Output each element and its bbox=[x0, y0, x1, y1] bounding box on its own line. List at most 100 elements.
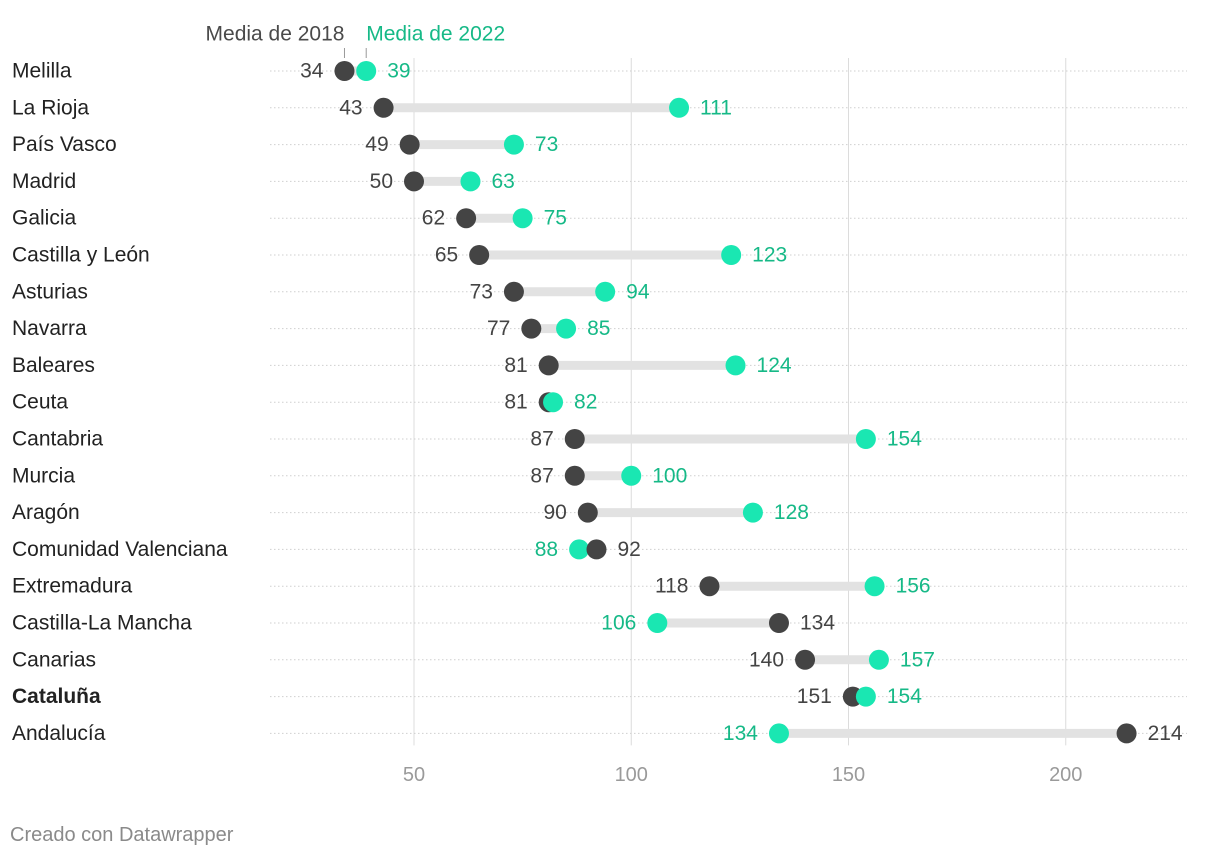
x-tick-label: 100 bbox=[615, 764, 648, 786]
dot-2018 bbox=[586, 539, 607, 560]
value-label-2022: 123 bbox=[752, 244, 787, 267]
value-label-2018: 134 bbox=[800, 612, 835, 635]
value-label-2018: 214 bbox=[1148, 722, 1183, 745]
dot-2022 bbox=[742, 502, 763, 523]
value-label-2018: 50 bbox=[370, 170, 393, 193]
dot-2018 bbox=[404, 171, 424, 192]
dot-2022 bbox=[864, 576, 885, 597]
dot-2018 bbox=[1116, 723, 1137, 744]
dot-2022 bbox=[721, 245, 742, 265]
category-label: Cantabria bbox=[12, 428, 103, 451]
value-label-2018: 81 bbox=[504, 354, 527, 377]
category-label: Cataluña bbox=[12, 685, 101, 708]
dot-2022 bbox=[669, 97, 690, 118]
value-label-2022: 134 bbox=[723, 722, 758, 745]
category-label: País Vasco bbox=[12, 133, 117, 156]
value-label-2022: 75 bbox=[544, 207, 567, 230]
value-label-2022: 157 bbox=[900, 648, 935, 671]
value-label-2018: 62 bbox=[422, 207, 445, 230]
dot-2022 bbox=[647, 613, 668, 633]
category-label: Ceuta bbox=[12, 391, 68, 414]
value-label-2022: 111 bbox=[700, 96, 732, 119]
category-label: Galicia bbox=[12, 207, 77, 230]
dot-2022 bbox=[503, 134, 524, 155]
dot-2018 bbox=[373, 97, 394, 118]
dot-2018 bbox=[577, 502, 598, 523]
value-label-2018: 151 bbox=[797, 685, 832, 708]
value-label-2018: 140 bbox=[749, 648, 784, 671]
category-label: Aragón bbox=[12, 501, 80, 524]
category-label: Asturias bbox=[12, 280, 88, 303]
value-label-2022: 106 bbox=[601, 612, 636, 635]
category-label: Baleares bbox=[12, 354, 95, 377]
value-label-2022: 156 bbox=[896, 575, 931, 598]
category-label: Melilla bbox=[12, 60, 72, 83]
value-label-2018: 77 bbox=[487, 317, 510, 340]
dot-2018 bbox=[334, 61, 355, 81]
dot-2018 bbox=[469, 245, 490, 265]
value-label-2022: 82 bbox=[574, 391, 597, 414]
value-label-2018: 92 bbox=[617, 538, 640, 561]
value-label-2018: 73 bbox=[470, 280, 493, 303]
value-label-2022: 73 bbox=[535, 133, 558, 156]
value-label-2022: 94 bbox=[626, 280, 650, 303]
dot-2018 bbox=[456, 208, 477, 229]
x-tick-label: 150 bbox=[832, 764, 865, 786]
dot-2022 bbox=[356, 61, 377, 81]
dot-2018 bbox=[564, 429, 585, 449]
dot-2022 bbox=[512, 208, 533, 229]
dot-2022 bbox=[768, 723, 789, 744]
x-tick-label: 200 bbox=[1049, 764, 1082, 786]
value-label-2018: 87 bbox=[530, 428, 553, 451]
dot-2022 bbox=[595, 281, 616, 302]
x-tick-label: 50 bbox=[403, 764, 425, 786]
category-label: Castilla y León bbox=[12, 244, 150, 267]
dot-2022 bbox=[543, 392, 564, 413]
dot-2018 bbox=[768, 613, 789, 633]
category-label: Murcia bbox=[12, 464, 75, 487]
value-label-2018: 87 bbox=[530, 464, 553, 487]
value-label-2022: 88 bbox=[535, 538, 558, 561]
dot-2022 bbox=[460, 171, 481, 192]
category-label: Madrid bbox=[12, 170, 76, 193]
value-label-2018: 90 bbox=[543, 501, 566, 524]
dot-2022 bbox=[868, 649, 889, 670]
dot-2022 bbox=[556, 318, 577, 339]
dot-2018 bbox=[795, 649, 816, 670]
value-label-2022: 154 bbox=[887, 428, 922, 451]
dot-2018 bbox=[503, 281, 524, 302]
value-label-2018: 65 bbox=[435, 244, 458, 267]
category-label: Andalucía bbox=[12, 722, 106, 745]
value-label-2022: 154 bbox=[887, 685, 922, 708]
value-label-2018: 34 bbox=[300, 60, 324, 83]
value-label-2022: 85 bbox=[587, 317, 610, 340]
value-label-2022: 100 bbox=[652, 464, 687, 487]
dot-2022 bbox=[855, 429, 876, 449]
dot-2022 bbox=[855, 686, 876, 707]
dot-2022 bbox=[725, 355, 746, 376]
value-label-2018: 118 bbox=[655, 575, 688, 598]
value-label-2022: 128 bbox=[774, 501, 809, 524]
category-label: Castilla-La Mancha bbox=[12, 612, 192, 635]
category-label: Navarra bbox=[12, 317, 87, 340]
value-label-2022: 39 bbox=[387, 60, 410, 83]
dot-2018 bbox=[564, 465, 585, 486]
dot-2022 bbox=[621, 465, 642, 486]
dot-2022 bbox=[569, 539, 590, 560]
dot-2018 bbox=[699, 576, 720, 597]
dot-2018 bbox=[538, 355, 559, 376]
legend-2018: Media de 2018 bbox=[206, 23, 345, 46]
legend-2022: Media de 2022 bbox=[366, 23, 505, 46]
category-label: Comunidad Valenciana bbox=[12, 538, 228, 561]
value-label-2022: 63 bbox=[491, 170, 514, 193]
category-label: La Rioja bbox=[12, 96, 89, 119]
value-label-2022: 124 bbox=[757, 354, 792, 377]
value-label-2018: 43 bbox=[339, 96, 362, 119]
category-label: Extremadura bbox=[12, 575, 133, 598]
dot-2018 bbox=[399, 134, 420, 155]
credit-footer[interactable]: Creado con Datawrapper bbox=[10, 824, 234, 846]
value-label-2018: 81 bbox=[504, 391, 527, 414]
value-label-2018: 49 bbox=[365, 133, 388, 156]
dot-2018 bbox=[521, 318, 542, 339]
